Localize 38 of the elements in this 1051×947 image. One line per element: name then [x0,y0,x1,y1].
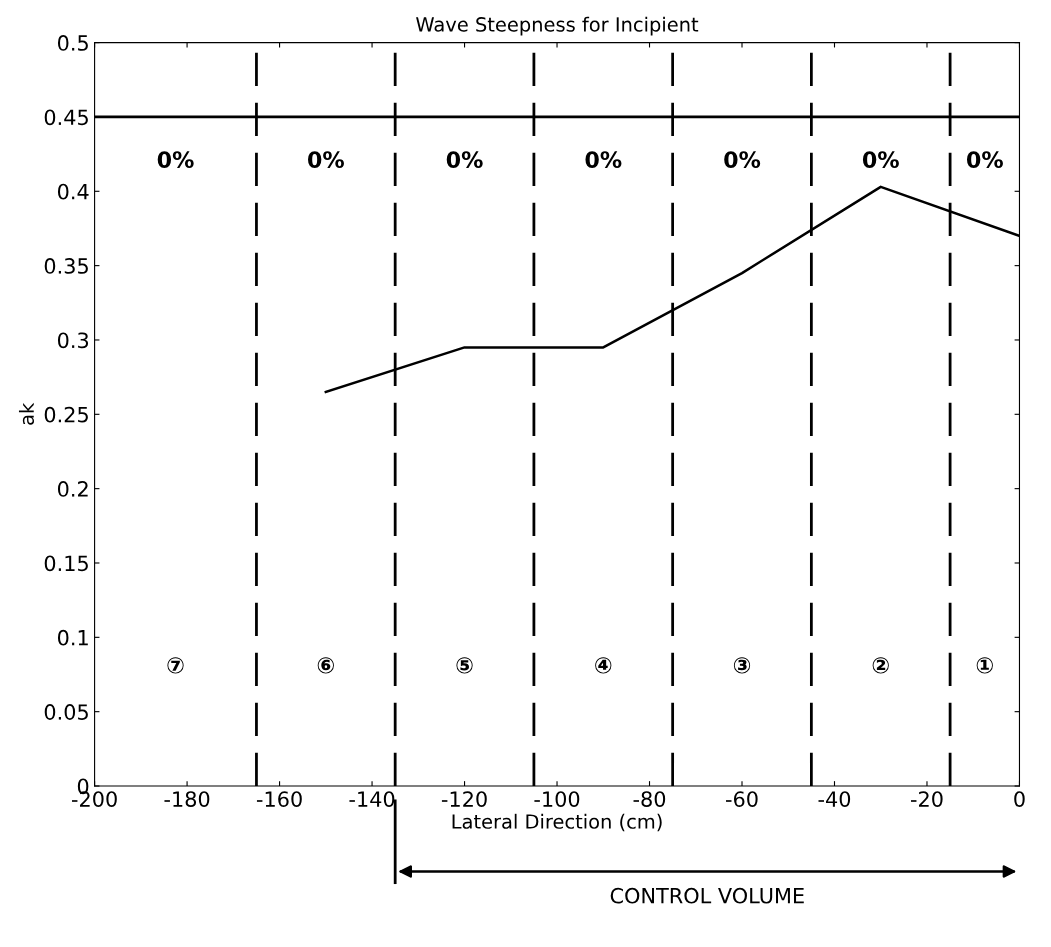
x-tick-label: -180 [164,791,210,807]
x-axis-title: Lateral Direction (cm) [452,813,662,832]
y-tick-label: 0.45 [44,109,88,126]
annotation: 0% [308,151,344,169]
y-tick-label: 0.2 [57,481,88,497]
annotation: 0% [724,151,761,169]
x-tick-label: -100 [534,791,580,807]
annotation: 0% [585,151,622,169]
annotation: 0% [446,151,483,169]
annotation: ④ [595,657,612,674]
y-tick-label: 0.25 [44,406,88,423]
x-tick-label: -40 [818,791,851,807]
annotation: ⑦ [167,657,184,674]
y-axis-title: ak [18,402,35,425]
annotation: ① [976,657,993,674]
x-tick-label: -160 [256,791,302,807]
chart-title: Wave Steepness for Incipient [416,16,699,36]
y-tick-label: 0.15 [44,555,88,572]
text: CONTROL VOLUME [610,887,804,904]
x-tick-label: -120 [441,791,487,807]
y-tick-label: 0.3 [57,332,89,349]
annotation: ② [872,657,889,674]
x-tick-label: -20 [910,791,943,807]
x-tick-label: -60 [726,791,758,807]
y-tick-label: 0.05 [44,704,88,720]
y-tick-label: 0.4 [57,183,89,200]
y-tick-label: 0.1 [57,629,88,646]
annotation: 0% [966,151,1003,169]
y-tick-label: 0.5 [57,35,88,51]
y-tick-label: 0.35 [44,258,88,274]
annotation: ③ [733,657,751,674]
x-tick-label: -140 [349,791,395,807]
annotation: ⑤ [456,657,473,674]
annotation: 0% [157,151,194,169]
annotation: ⑥ [317,657,334,674]
annotation: 0% [862,151,899,169]
x-tick-label: 0 [1014,791,1025,807]
x-tick-label: -80 [633,791,666,807]
